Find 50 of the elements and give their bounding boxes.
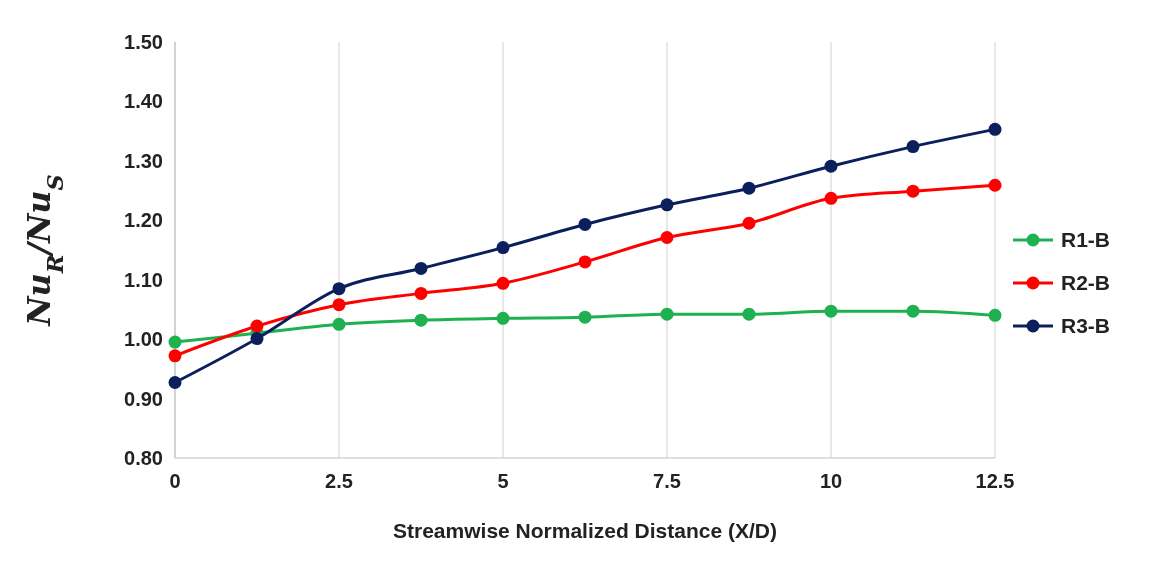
- point: [168, 376, 182, 390]
- point: [250, 319, 264, 333]
- point: [168, 349, 182, 363]
- y-tick-label: 1.20: [124, 209, 163, 232]
- x-tick-label: 7.5: [653, 470, 681, 492]
- point: [250, 332, 264, 346]
- x-tick-label: 5: [497, 470, 509, 492]
- y-tick-label: 0.90: [124, 387, 163, 410]
- y-tick-label: 1.30: [124, 149, 163, 172]
- y-tick-label: 1.50: [124, 31, 163, 53]
- x-tick-label: 12.5: [975, 470, 1015, 492]
- point: [414, 261, 428, 275]
- point: [660, 231, 674, 245]
- point: [742, 216, 756, 230]
- legend-label: R1-B: [1061, 228, 1111, 252]
- point: [660, 307, 674, 321]
- point: [496, 276, 510, 290]
- point: [906, 140, 920, 154]
- point: [660, 198, 674, 212]
- x-tick-label: 10: [819, 470, 843, 492]
- point: [824, 191, 838, 205]
- point: [742, 307, 756, 321]
- y-tick-label: 0.80: [124, 447, 163, 469]
- point: [332, 298, 346, 312]
- legend-label: R2-B: [1061, 271, 1111, 295]
- point: [578, 310, 592, 324]
- point: [414, 286, 428, 300]
- point: [332, 317, 346, 331]
- point: [578, 255, 592, 269]
- point: [988, 122, 1002, 136]
- point: [824, 159, 838, 173]
- point: [414, 313, 428, 327]
- y-tick-label: 1.00: [124, 328, 163, 351]
- point: [332, 282, 346, 296]
- legend-label: R3-B: [1061, 314, 1111, 338]
- x-axis-title: Streamwise Normalized Distance (X/D): [393, 519, 777, 542]
- point: [824, 304, 838, 318]
- point: [988, 178, 1002, 192]
- point: [578, 217, 592, 231]
- point: [496, 311, 510, 325]
- x-tick-label: 2.5: [325, 470, 353, 492]
- point: [496, 241, 510, 255]
- point: [906, 184, 920, 198]
- point: [988, 308, 1002, 322]
- y-tick-label: 1.10: [124, 268, 163, 291]
- x-tick-label: 0: [169, 470, 181, 492]
- y-tick-label: 1.40: [124, 90, 163, 113]
- point: [906, 304, 920, 318]
- point: [742, 181, 756, 195]
- point: [168, 335, 182, 349]
